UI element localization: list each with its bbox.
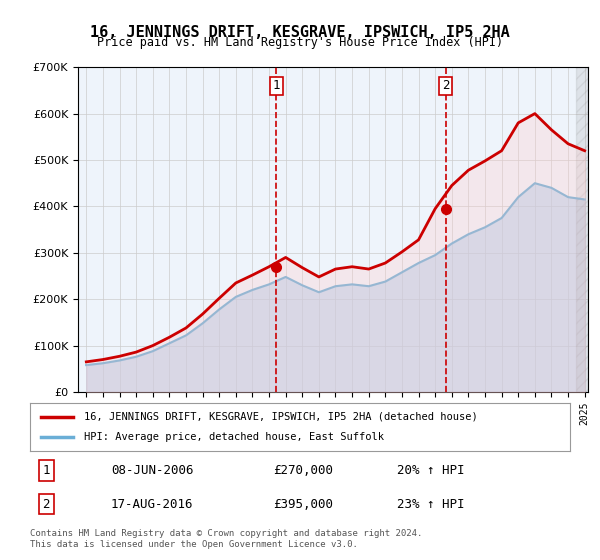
Text: 17-AUG-2016: 17-AUG-2016 xyxy=(111,497,193,511)
Text: 2: 2 xyxy=(442,80,449,92)
Text: 23% ↑ HPI: 23% ↑ HPI xyxy=(397,497,465,511)
Text: 16, JENNINGS DRIFT, KESGRAVE, IPSWICH, IP5 2HA: 16, JENNINGS DRIFT, KESGRAVE, IPSWICH, I… xyxy=(90,25,510,40)
Text: 2: 2 xyxy=(43,497,50,511)
Text: HPI: Average price, detached house, East Suffolk: HPI: Average price, detached house, East… xyxy=(84,432,384,442)
Text: Price paid vs. HM Land Registry's House Price Index (HPI): Price paid vs. HM Land Registry's House … xyxy=(97,36,503,49)
Bar xyxy=(577,67,588,392)
Text: 1: 1 xyxy=(43,464,50,477)
Text: 20% ↑ HPI: 20% ↑ HPI xyxy=(397,464,465,477)
Text: £395,000: £395,000 xyxy=(273,497,333,511)
Text: 1: 1 xyxy=(272,80,280,92)
Text: Contains HM Land Registry data © Crown copyright and database right 2024.
This d: Contains HM Land Registry data © Crown c… xyxy=(30,529,422,549)
Text: 16, JENNINGS DRIFT, KESGRAVE, IPSWICH, IP5 2HA (detached house): 16, JENNINGS DRIFT, KESGRAVE, IPSWICH, I… xyxy=(84,412,478,422)
Text: £270,000: £270,000 xyxy=(273,464,333,477)
Text: 08-JUN-2006: 08-JUN-2006 xyxy=(111,464,193,477)
